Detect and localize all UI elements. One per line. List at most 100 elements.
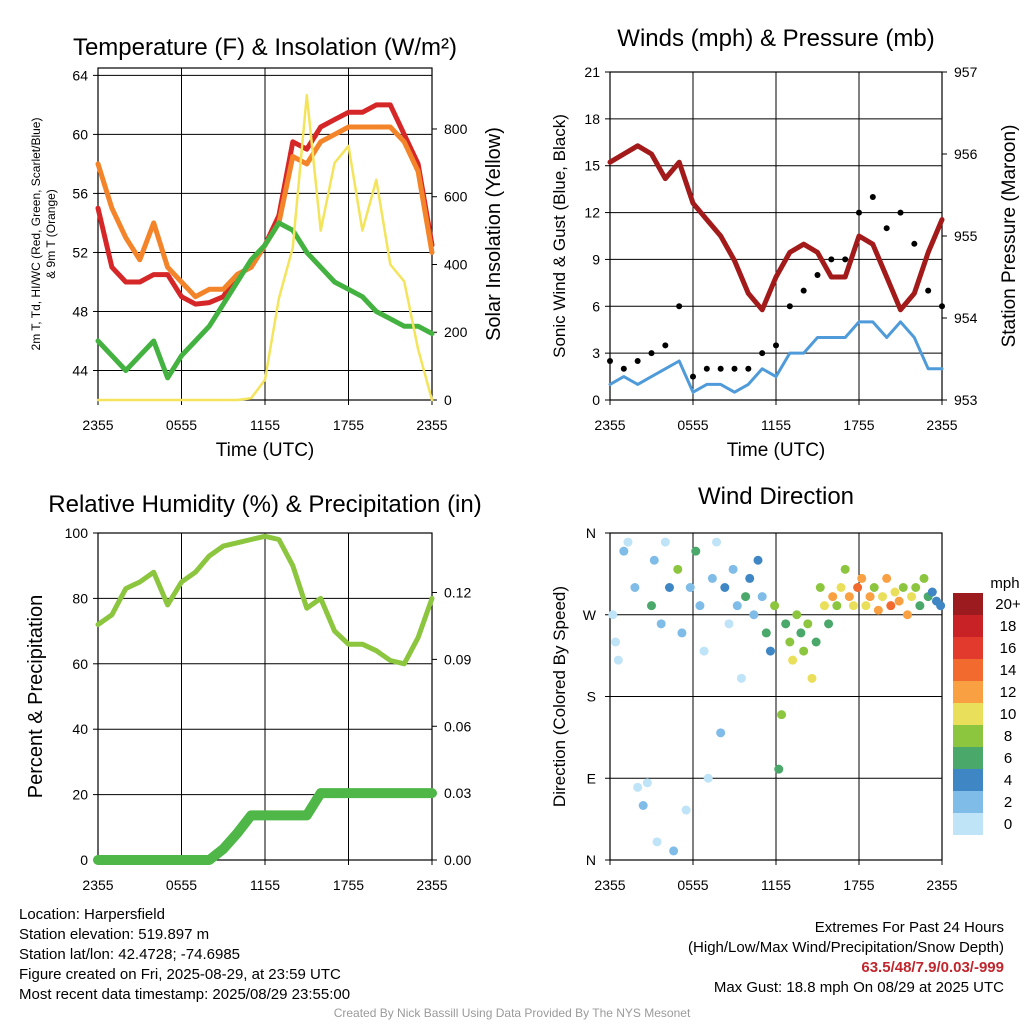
- y-tick-label: 0: [592, 392, 600, 408]
- series-line-insolation: [96, 93, 434, 402]
- y-tick-label-right: 956: [954, 146, 978, 162]
- y-tick-label-right: 954: [954, 310, 978, 326]
- direction-point: [882, 573, 892, 583]
- x-tick-label: 2355: [926, 877, 957, 893]
- direction-point: [819, 601, 829, 611]
- direction-point: [642, 778, 652, 788]
- direction-point: [857, 573, 867, 583]
- gust-point: [745, 365, 752, 372]
- x-tick-label: 0555: [166, 877, 197, 893]
- direction-point: [660, 537, 670, 547]
- extremes-values: 63.5/48/7.9/0.03/-999: [861, 959, 1004, 976]
- y-tick-label: 9: [592, 251, 600, 267]
- direction-point: [832, 601, 842, 611]
- x-tick-label: 1755: [333, 877, 364, 893]
- gust-point: [925, 287, 932, 294]
- series-line-precipitation: [93, 788, 437, 865]
- chart-title: Wind Direction: [698, 483, 854, 510]
- legend-swatch: [953, 593, 983, 615]
- legend-swatch: [953, 681, 983, 703]
- gust-point: [620, 365, 627, 372]
- direction-point: [907, 592, 917, 602]
- legend-swatch: [953, 769, 983, 791]
- direction-point: [840, 564, 850, 574]
- gust-point: [897, 209, 904, 216]
- direction-point: [915, 601, 925, 611]
- direction-point: [861, 601, 871, 611]
- direction-point: [777, 710, 787, 720]
- direction-point: [681, 805, 691, 815]
- y-tick-label-right: 0.00: [444, 852, 471, 868]
- direction-point: [807, 673, 817, 683]
- legend-label: 4: [1004, 772, 1012, 789]
- x-axis-label: Time (UTC): [727, 440, 826, 461]
- y-tick-label: 48: [72, 303, 88, 319]
- gust-point: [690, 373, 696, 380]
- y-tick-label: 52: [72, 244, 88, 260]
- direction-point: [757, 592, 767, 602]
- created-label: Figure created on Fri, 2025-08-29, at 23…: [19, 966, 341, 983]
- direction-point: [669, 846, 679, 856]
- gust-point: [842, 256, 849, 263]
- extremes-title: Extremes For Past 24 Hours: [814, 919, 1004, 936]
- direction-point: [728, 564, 738, 574]
- y-tick-label-right: 600: [444, 189, 468, 205]
- direction-point: [647, 601, 656, 611]
- x-tick-label: 2355: [416, 417, 447, 433]
- direction-point: [652, 837, 662, 847]
- y-tick-label: 44: [72, 362, 88, 378]
- y-tick-label-right: 0.06: [444, 718, 471, 734]
- direction-point: [865, 592, 875, 602]
- direction-point: [869, 583, 879, 592]
- direction-point: [732, 601, 742, 611]
- y-tick-label: 21: [584, 64, 600, 80]
- series-line-sonic-wind: [608, 320, 944, 394]
- direction-point: [774, 764, 784, 774]
- y-tick-label-right: 200: [444, 324, 468, 340]
- direction-point: [911, 583, 921, 592]
- legend-swatch: [953, 637, 983, 659]
- y-tick-label: N: [586, 525, 596, 541]
- y-tick-label: 3: [592, 345, 600, 361]
- direction-point: [611, 637, 621, 647]
- gust-point: [717, 365, 724, 372]
- legend-swatch: [953, 659, 983, 681]
- direction-point: [788, 655, 798, 665]
- direction-point: [699, 646, 709, 656]
- gust-point: [883, 225, 890, 232]
- gust-point: [676, 303, 683, 310]
- x-tick-label: 2355: [416, 877, 447, 893]
- legend-swatch: [953, 703, 983, 725]
- x-tick-label: 2355: [594, 417, 625, 433]
- y-tick-label-right: 0.03: [444, 785, 471, 801]
- direction-point: [656, 619, 666, 629]
- direction-point: [695, 601, 705, 611]
- legend-swatch: [953, 725, 983, 747]
- legend-label: 14: [1000, 662, 1017, 679]
- legend-label: 12: [1000, 684, 1017, 701]
- direction-point: [844, 592, 854, 602]
- direction-point: [716, 728, 726, 738]
- x-tick-label: 0555: [677, 877, 708, 893]
- y-tick-label-right: 0.09: [444, 651, 471, 667]
- credit-line: Created By Nick Bassill Using Data Provi…: [333, 1006, 691, 1020]
- legend-label: 6: [1004, 750, 1012, 767]
- x-tick-label: 1155: [250, 417, 280, 433]
- direction-point: [781, 619, 791, 629]
- y-tick-label: 60: [72, 126, 88, 142]
- y-axis-label: 2m T, Td, HI/WC (Red, Green, Scarlet/Blu…: [29, 118, 43, 351]
- legend-label: 10: [1000, 706, 1017, 723]
- legend-label: 16: [1000, 640, 1017, 657]
- chart-title: Temperature (F) & Insolation (W/m²): [73, 34, 457, 61]
- direction-point: [673, 564, 683, 574]
- legend-label: 2: [1004, 794, 1012, 811]
- direction-point: [623, 537, 633, 547]
- x-tick-label: 2355: [82, 877, 113, 893]
- direction-point: [677, 628, 687, 638]
- y-axis-label-right: Solar Insolation (Yellow): [483, 127, 505, 341]
- series-line-relative-humidity: [95, 533, 435, 667]
- direction-point: [685, 583, 695, 592]
- direction-point: [836, 583, 846, 592]
- direction-point: [613, 655, 623, 665]
- direction-point: [792, 610, 802, 620]
